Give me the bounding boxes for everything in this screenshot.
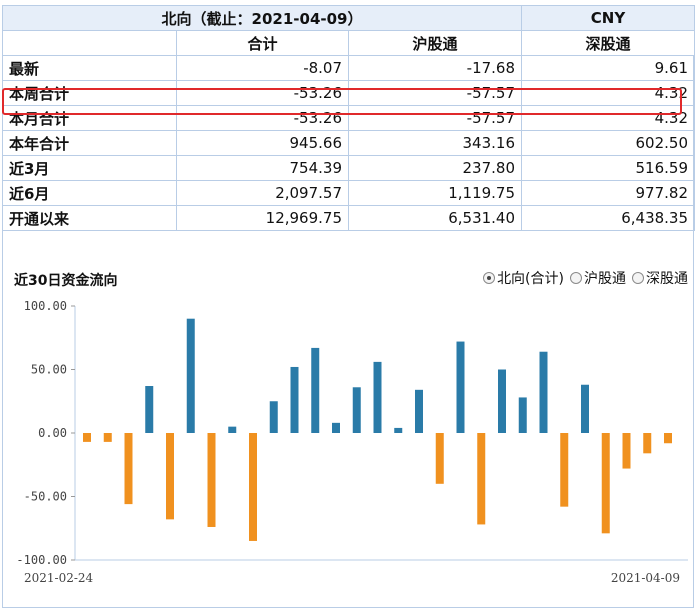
row-label: 开通以来: [2, 205, 177, 231]
row-label: 最新: [2, 55, 177, 81]
x-end-date-label: 2021-04-09: [611, 571, 680, 585]
table-row: 本月合计 -53.26 -57.57 4.32: [2, 105, 696, 131]
radio-selected-icon[interactable]: [483, 272, 496, 284]
cell-total: 12,969.75: [176, 205, 349, 231]
radio-icon[interactable]: [570, 272, 582, 284]
bar: [518, 397, 527, 433]
legend-option-sz-connect[interactable]: 深股通: [632, 268, 688, 288]
bar: [145, 386, 154, 433]
cell-total: 754.39: [176, 155, 349, 181]
legend-label: 北向(合计): [497, 271, 564, 287]
column-header-empty: [2, 30, 177, 56]
row-label: 本周合计: [2, 80, 177, 106]
bar: [394, 427, 403, 433]
bar: [643, 433, 652, 454]
bar: [207, 433, 216, 527]
bar: [435, 433, 444, 484]
bar: [373, 361, 382, 433]
cell-sz-connect: 602.50: [521, 130, 696, 156]
cell-total: -8.07: [176, 55, 349, 81]
row-label: 近6月: [2, 180, 177, 206]
table-row: 近3月 754.39 237.80 516.59: [2, 155, 696, 181]
cell-sh-connect: 343.16: [347, 130, 523, 156]
cell-sz-connect: 516.59: [521, 155, 696, 181]
y-tick-label: 0.00: [38, 426, 67, 440]
y-tick-label: -50.00: [24, 490, 67, 504]
bar: [664, 433, 672, 444]
bar: [560, 433, 569, 507]
cell-total: 2,097.57: [176, 180, 349, 206]
bar: [290, 366, 299, 433]
bar: [249, 433, 257, 541]
x-start-date-label: 2021-02-24: [24, 571, 94, 585]
column-header-row: 合计 沪股通 深股通: [2, 30, 696, 56]
cell-total: 945.66: [176, 130, 349, 156]
cell-sh-connect: 1,119.75: [347, 180, 523, 206]
northbound-flow-table: 北向（截止：2021-04-09） CNY 合计 沪股通 深股通 最新 -8.0…: [1, 5, 696, 231]
bar: [228, 426, 237, 433]
bar: [124, 433, 133, 505]
cell-sz-connect: 6,438.35: [521, 205, 696, 231]
cell-sh-connect: 237.80: [347, 155, 523, 181]
legend-label: 深股通: [646, 271, 688, 287]
column-header-sh-connect: 沪股通: [347, 30, 523, 56]
column-header-sz-connect: 深股通: [521, 30, 696, 56]
bar: [477, 433, 486, 525]
bar: [186, 318, 195, 433]
table-title: 北向（截止：2021-04-09）: [1, 5, 523, 31]
bar: [601, 433, 610, 534]
cell-total: -53.26: [176, 80, 349, 106]
bar: [581, 384, 589, 433]
row-label: 近3月: [2, 155, 177, 181]
bar: [539, 351, 548, 433]
cell-sh-connect: -57.57: [347, 105, 523, 131]
bar: [332, 422, 340, 433]
bar: [311, 347, 320, 433]
cell-sz-connect: 4.32: [521, 80, 696, 106]
cell-sz-connect: 9.61: [521, 55, 696, 81]
table-row: 本周合计 -53.26 -57.57 4.32: [2, 80, 696, 106]
cell-sz-connect: 977.82: [521, 180, 696, 206]
y-tick-label: -100.00: [16, 553, 67, 567]
bar: [622, 433, 631, 469]
cell-sz-connect: 4.32: [521, 105, 696, 131]
chart-title: 近30日资金流向: [14, 273, 118, 289]
bar: [103, 433, 112, 442]
series-selector: 北向(合计) 沪股通 深股通: [483, 268, 688, 288]
legend-option-northbound-total[interactable]: 北向(合计): [483, 268, 564, 288]
column-header-total: 合计: [176, 30, 349, 56]
bar: [166, 433, 174, 520]
table-row: 本年合计 945.66 343.16 602.50: [2, 130, 696, 156]
bar: [269, 401, 278, 433]
table-header-row: 北向（截止：2021-04-09） CNY: [1, 5, 696, 31]
currency-label: CNY: [521, 5, 696, 31]
cell-total: -53.26: [176, 105, 349, 131]
cell-sh-connect: -57.57: [347, 80, 523, 106]
bar: [456, 341, 465, 433]
row-label: 本年合计: [2, 130, 177, 156]
flow-bar-chart: 100.00 50.00 0.00 -50.00 -100.00 2021-02-24 20…: [16, 299, 688, 585]
bar: [352, 387, 361, 433]
bar: [415, 389, 423, 433]
table-row: 最新 -8.07 -17.68 9.61: [2, 55, 696, 81]
table-row: 近6月 2,097.57 1,119.75 977.82: [2, 180, 696, 206]
bar: [498, 369, 506, 433]
legend-label: 沪股通: [584, 271, 626, 287]
cell-sh-connect: -17.68: [347, 55, 523, 81]
cell-sh-connect: 6,531.40: [347, 205, 523, 231]
radio-icon[interactable]: [632, 272, 644, 284]
y-tick-label: 100.00: [24, 299, 67, 313]
bar: [83, 433, 91, 442]
row-label: 本月合计: [2, 105, 177, 131]
legend-option-sh-connect[interactable]: 沪股通: [570, 268, 626, 288]
table-row: 开通以来 12,969.75 6,531.40 6,438.35: [2, 205, 696, 231]
y-tick-label: 50.00: [31, 363, 67, 377]
